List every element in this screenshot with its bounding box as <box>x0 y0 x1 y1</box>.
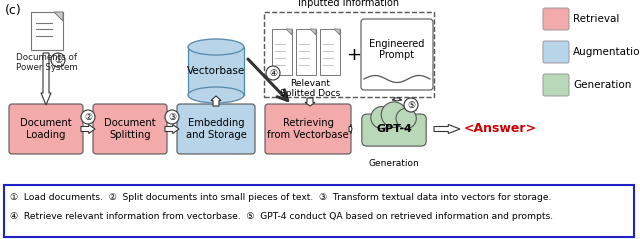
Text: Generation: Generation <box>573 80 632 90</box>
Circle shape <box>371 107 393 129</box>
Text: GPT-4: GPT-4 <box>376 124 412 134</box>
Polygon shape <box>165 125 179 134</box>
Text: Retrieving
from Vectorbase: Retrieving from Vectorbase <box>267 118 349 140</box>
FancyBboxPatch shape <box>9 104 83 154</box>
Ellipse shape <box>188 87 244 103</box>
Text: +: + <box>346 45 362 64</box>
Bar <box>264 12 434 97</box>
Text: Documents of
Power System: Documents of Power System <box>16 53 78 72</box>
Text: ③: ③ <box>168 113 176 121</box>
FancyBboxPatch shape <box>177 104 255 154</box>
Bar <box>320 29 340 75</box>
Text: ①: ① <box>54 55 62 65</box>
Text: ④: ④ <box>269 69 277 77</box>
Text: ⑤: ⑤ <box>407 101 415 109</box>
Circle shape <box>165 110 179 124</box>
Bar <box>272 29 292 75</box>
Bar <box>296 29 316 75</box>
Polygon shape <box>334 29 340 35</box>
Circle shape <box>51 53 65 67</box>
Text: Relevant
Splitted Docs: Relevant Splitted Docs <box>280 79 340 98</box>
Circle shape <box>381 102 407 127</box>
Bar <box>4 185 634 237</box>
Text: (c): (c) <box>5 4 22 17</box>
FancyBboxPatch shape <box>265 104 351 154</box>
Circle shape <box>404 98 418 112</box>
Polygon shape <box>81 125 95 134</box>
Text: ②: ② <box>84 113 92 121</box>
Text: Vectorbase: Vectorbase <box>187 66 245 76</box>
Text: Document
Loading: Document Loading <box>20 118 72 140</box>
FancyBboxPatch shape <box>543 74 569 96</box>
Text: Engineered
Prompt: Engineered Prompt <box>369 38 425 60</box>
Text: Augmentation: Augmentation <box>573 47 640 57</box>
FancyBboxPatch shape <box>543 41 569 63</box>
FancyBboxPatch shape <box>362 114 426 146</box>
Polygon shape <box>41 53 51 105</box>
Text: ①  Load documents.  ②  Split documents into small pieces of text.  ③  Transform : ① Load documents. ② Split documents into… <box>10 193 552 202</box>
Polygon shape <box>305 98 315 106</box>
FancyBboxPatch shape <box>93 104 167 154</box>
Text: Retrieval: Retrieval <box>573 14 620 24</box>
Ellipse shape <box>188 39 244 55</box>
Text: Generation: Generation <box>369 159 419 168</box>
Polygon shape <box>392 98 402 101</box>
Polygon shape <box>211 96 221 106</box>
Polygon shape <box>286 29 292 35</box>
Text: Document
Splitting: Document Splitting <box>104 118 156 140</box>
Text: Embedding
and Storage: Embedding and Storage <box>186 118 246 140</box>
Text: <Answer>: <Answer> <box>464 123 537 136</box>
Bar <box>31 12 63 50</box>
FancyBboxPatch shape <box>543 8 569 30</box>
Polygon shape <box>434 125 460 134</box>
FancyBboxPatch shape <box>361 19 433 90</box>
Text: Inputted Information: Inputted Information <box>298 0 399 8</box>
Circle shape <box>396 108 416 129</box>
Bar <box>188 47 244 95</box>
Text: ④  Retrieve relevant information from vectorbase.  ⑤  GPT-4 conduct QA based on : ④ Retrieve relevant information from vec… <box>10 212 553 221</box>
Polygon shape <box>54 12 63 21</box>
Circle shape <box>266 66 280 80</box>
Polygon shape <box>310 29 316 35</box>
Polygon shape <box>349 125 352 134</box>
Circle shape <box>81 110 95 124</box>
